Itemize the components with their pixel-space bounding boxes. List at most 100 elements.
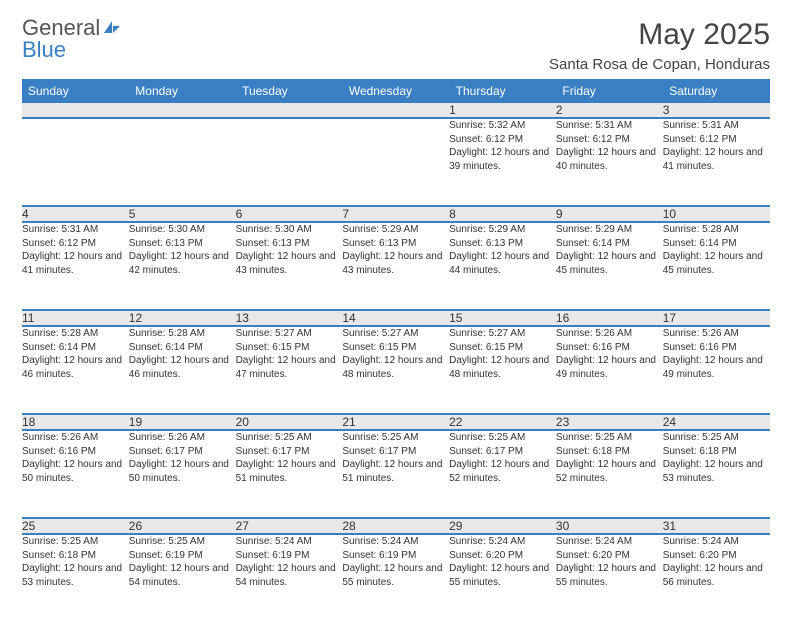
sunrise-line: Sunrise: 5:25 AM: [22, 535, 129, 549]
day-number-cell: 18: [22, 414, 129, 430]
day-detail-cell: Sunrise: 5:25 AMSunset: 6:18 PMDaylight:…: [556, 430, 663, 518]
sunrise-line: Sunrise: 5:25 AM: [342, 431, 449, 445]
location-subtitle: Santa Rosa de Copan, Honduras: [549, 56, 770, 73]
day-number-cell: 9: [556, 206, 663, 222]
weekday-header-row: Sunday Monday Tuesday Wednesday Thursday…: [22, 79, 770, 103]
day-number-cell: 6: [236, 206, 343, 222]
day-detail-cell: Sunrise: 5:25 AMSunset: 6:17 PMDaylight:…: [342, 430, 449, 518]
sunset-line: Sunset: 6:16 PM: [663, 341, 770, 355]
sunset-line: Sunset: 6:12 PM: [22, 237, 129, 251]
daylight-line: Daylight: 12 hours and 39 minutes.: [449, 146, 556, 173]
day-detail-cell: Sunrise: 5:29 AMSunset: 6:13 PMDaylight:…: [449, 222, 556, 310]
sunrise-line: Sunrise: 5:29 AM: [342, 223, 449, 237]
day-detail-cell: Sunrise: 5:25 AMSunset: 6:18 PMDaylight:…: [22, 534, 129, 622]
sunrise-line: Sunrise: 5:25 AM: [556, 431, 663, 445]
sunrise-line: Sunrise: 5:31 AM: [556, 119, 663, 133]
sunset-line: Sunset: 6:12 PM: [556, 133, 663, 147]
day-detail-cell: Sunrise: 5:30 AMSunset: 6:13 PMDaylight:…: [129, 222, 236, 310]
brand-word2: Blue: [22, 37, 66, 62]
sunrise-line: Sunrise: 5:24 AM: [449, 535, 556, 549]
day-number-cell: 4: [22, 206, 129, 222]
weekday-header: Tuesday: [236, 79, 343, 103]
sunrise-line: Sunrise: 5:26 AM: [129, 431, 236, 445]
sunset-line: Sunset: 6:17 PM: [449, 445, 556, 459]
day-number-cell: 25: [22, 518, 129, 534]
day-detail-cell: [236, 118, 343, 206]
sunrise-line: Sunrise: 5:27 AM: [449, 327, 556, 341]
daylight-line: Daylight: 12 hours and 46 minutes.: [129, 354, 236, 381]
sunrise-line: Sunrise: 5:24 AM: [342, 535, 449, 549]
day-detail-cell: Sunrise: 5:31 AMSunset: 6:12 PMDaylight:…: [663, 118, 770, 206]
day-number-cell: 22: [449, 414, 556, 430]
day-detail-cell: Sunrise: 5:27 AMSunset: 6:15 PMDaylight:…: [449, 326, 556, 414]
day-number-cell: 11: [22, 310, 129, 326]
day-detail-row: Sunrise: 5:26 AMSunset: 6:16 PMDaylight:…: [22, 430, 770, 518]
sunrise-line: Sunrise: 5:28 AM: [22, 327, 129, 341]
day-number-cell: 12: [129, 310, 236, 326]
day-number-cell: 13: [236, 310, 343, 326]
day-detail-cell: Sunrise: 5:28 AMSunset: 6:14 PMDaylight:…: [22, 326, 129, 414]
day-detail-cell: [342, 118, 449, 206]
daylight-line: Daylight: 12 hours and 43 minutes.: [236, 250, 343, 277]
day-detail-cell: Sunrise: 5:26 AMSunset: 6:16 PMDaylight:…: [556, 326, 663, 414]
day-detail-row: Sunrise: 5:28 AMSunset: 6:14 PMDaylight:…: [22, 326, 770, 414]
day-number-row: 25262728293031: [22, 518, 770, 534]
day-detail-cell: Sunrise: 5:26 AMSunset: 6:16 PMDaylight:…: [22, 430, 129, 518]
daylight-line: Daylight: 12 hours and 41 minutes.: [663, 146, 770, 173]
day-number-row: 11121314151617: [22, 310, 770, 326]
day-detail-cell: Sunrise: 5:24 AMSunset: 6:19 PMDaylight:…: [236, 534, 343, 622]
day-number-cell: 21: [342, 414, 449, 430]
header: General Blue May 2025 Santa Rosa de Copa…: [22, 18, 770, 73]
day-number-cell: 30: [556, 518, 663, 534]
sunset-line: Sunset: 6:17 PM: [236, 445, 343, 459]
day-detail-row: Sunrise: 5:31 AMSunset: 6:12 PMDaylight:…: [22, 222, 770, 310]
sunrise-line: Sunrise: 5:26 AM: [556, 327, 663, 341]
day-number-row: 45678910: [22, 206, 770, 222]
day-detail-cell: Sunrise: 5:29 AMSunset: 6:13 PMDaylight:…: [342, 222, 449, 310]
sunset-line: Sunset: 6:14 PM: [663, 237, 770, 251]
day-detail-row: Sunrise: 5:32 AMSunset: 6:12 PMDaylight:…: [22, 118, 770, 206]
day-number-cell: 24: [663, 414, 770, 430]
day-detail-cell: Sunrise: 5:25 AMSunset: 6:17 PMDaylight:…: [449, 430, 556, 518]
day-number-cell: 16: [556, 310, 663, 326]
day-detail-cell: Sunrise: 5:28 AMSunset: 6:14 PMDaylight:…: [663, 222, 770, 310]
weekday-header: Friday: [556, 79, 663, 103]
sunrise-line: Sunrise: 5:25 AM: [236, 431, 343, 445]
sunrise-line: Sunrise: 5:30 AM: [236, 223, 343, 237]
daylight-line: Daylight: 12 hours and 43 minutes.: [342, 250, 449, 277]
day-detail-cell: Sunrise: 5:25 AMSunset: 6:18 PMDaylight:…: [663, 430, 770, 518]
sunset-line: Sunset: 6:20 PM: [449, 549, 556, 563]
day-detail-cell: Sunrise: 5:32 AMSunset: 6:12 PMDaylight:…: [449, 118, 556, 206]
day-number-cell: 1: [449, 103, 556, 118]
day-number-cell: 7: [342, 206, 449, 222]
day-number-cell: 20: [236, 414, 343, 430]
daylight-line: Daylight: 12 hours and 55 minutes.: [556, 562, 663, 589]
sunrise-line: Sunrise: 5:25 AM: [129, 535, 236, 549]
day-number-cell: 3: [663, 103, 770, 118]
day-number-cell: 10: [663, 206, 770, 222]
daylight-line: Daylight: 12 hours and 56 minutes.: [663, 562, 770, 589]
day-detail-cell: [129, 118, 236, 206]
sunset-line: Sunset: 6:14 PM: [22, 341, 129, 355]
day-number-cell: 26: [129, 518, 236, 534]
sunrise-line: Sunrise: 5:28 AM: [663, 223, 770, 237]
sunset-line: Sunset: 6:12 PM: [663, 133, 770, 147]
day-detail-cell: Sunrise: 5:31 AMSunset: 6:12 PMDaylight:…: [22, 222, 129, 310]
weekday-header: Thursday: [449, 79, 556, 103]
daylight-line: Daylight: 12 hours and 47 minutes.: [236, 354, 343, 381]
sunrise-line: Sunrise: 5:28 AM: [129, 327, 236, 341]
sunrise-line: Sunrise: 5:24 AM: [236, 535, 343, 549]
sunset-line: Sunset: 6:19 PM: [236, 549, 343, 563]
daylight-line: Daylight: 12 hours and 54 minutes.: [236, 562, 343, 589]
sunset-line: Sunset: 6:18 PM: [663, 445, 770, 459]
day-number-cell: [236, 103, 343, 118]
sunrise-line: Sunrise: 5:26 AM: [663, 327, 770, 341]
daylight-line: Daylight: 12 hours and 45 minutes.: [663, 250, 770, 277]
sunset-line: Sunset: 6:18 PM: [22, 549, 129, 563]
day-detail-cell: Sunrise: 5:30 AMSunset: 6:13 PMDaylight:…: [236, 222, 343, 310]
sunset-line: Sunset: 6:16 PM: [556, 341, 663, 355]
weekday-header: Wednesday: [342, 79, 449, 103]
daylight-line: Daylight: 12 hours and 50 minutes.: [22, 458, 129, 485]
day-detail-cell: Sunrise: 5:29 AMSunset: 6:14 PMDaylight:…: [556, 222, 663, 310]
sunset-line: Sunset: 6:15 PM: [449, 341, 556, 355]
